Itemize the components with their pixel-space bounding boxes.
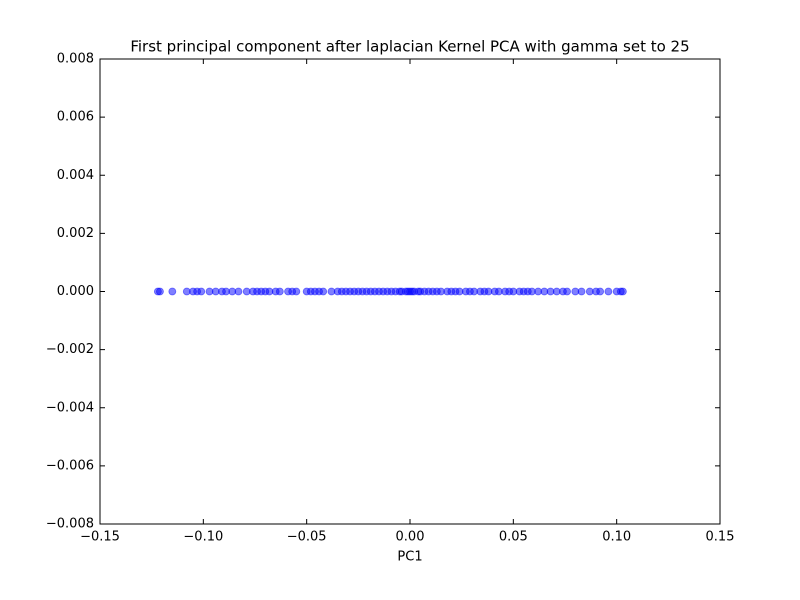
y-tick-label: −0.006 [46, 458, 94, 473]
x-tick-label: −0.15 [80, 530, 120, 545]
y-tick-label: −0.004 [46, 400, 94, 415]
x-tick-label: −0.05 [287, 530, 327, 545]
x-tick-label: 0.10 [602, 530, 631, 545]
x-tick-label: −0.10 [183, 530, 223, 545]
x-tick-label: 0.05 [499, 530, 528, 545]
point [563, 287, 571, 296]
point [604, 287, 613, 296]
chart-title: First principal component after laplacia… [130, 38, 689, 56]
y-tick-label: 0.004 [57, 168, 94, 183]
point [156, 287, 164, 296]
y-tick-label: 0.006 [57, 110, 94, 125]
point [618, 287, 627, 296]
x-axis-label: PC1 [397, 550, 422, 565]
point [234, 287, 243, 296]
point [275, 287, 284, 296]
point [168, 287, 177, 296]
point [577, 287, 586, 296]
y-tick-label: 0.000 [57, 284, 94, 299]
y-tick-label: 0.002 [57, 226, 94, 241]
point [197, 287, 206, 296]
y-tick-label: −0.002 [46, 342, 94, 357]
point [319, 287, 328, 296]
point [292, 287, 301, 296]
point [596, 287, 605, 296]
x-tick-label: 0.15 [706, 530, 735, 545]
y-tick-label: 0.008 [57, 52, 94, 67]
y-tick-label: −0.008 [46, 517, 94, 532]
x-tick-label: 0.00 [396, 530, 425, 545]
